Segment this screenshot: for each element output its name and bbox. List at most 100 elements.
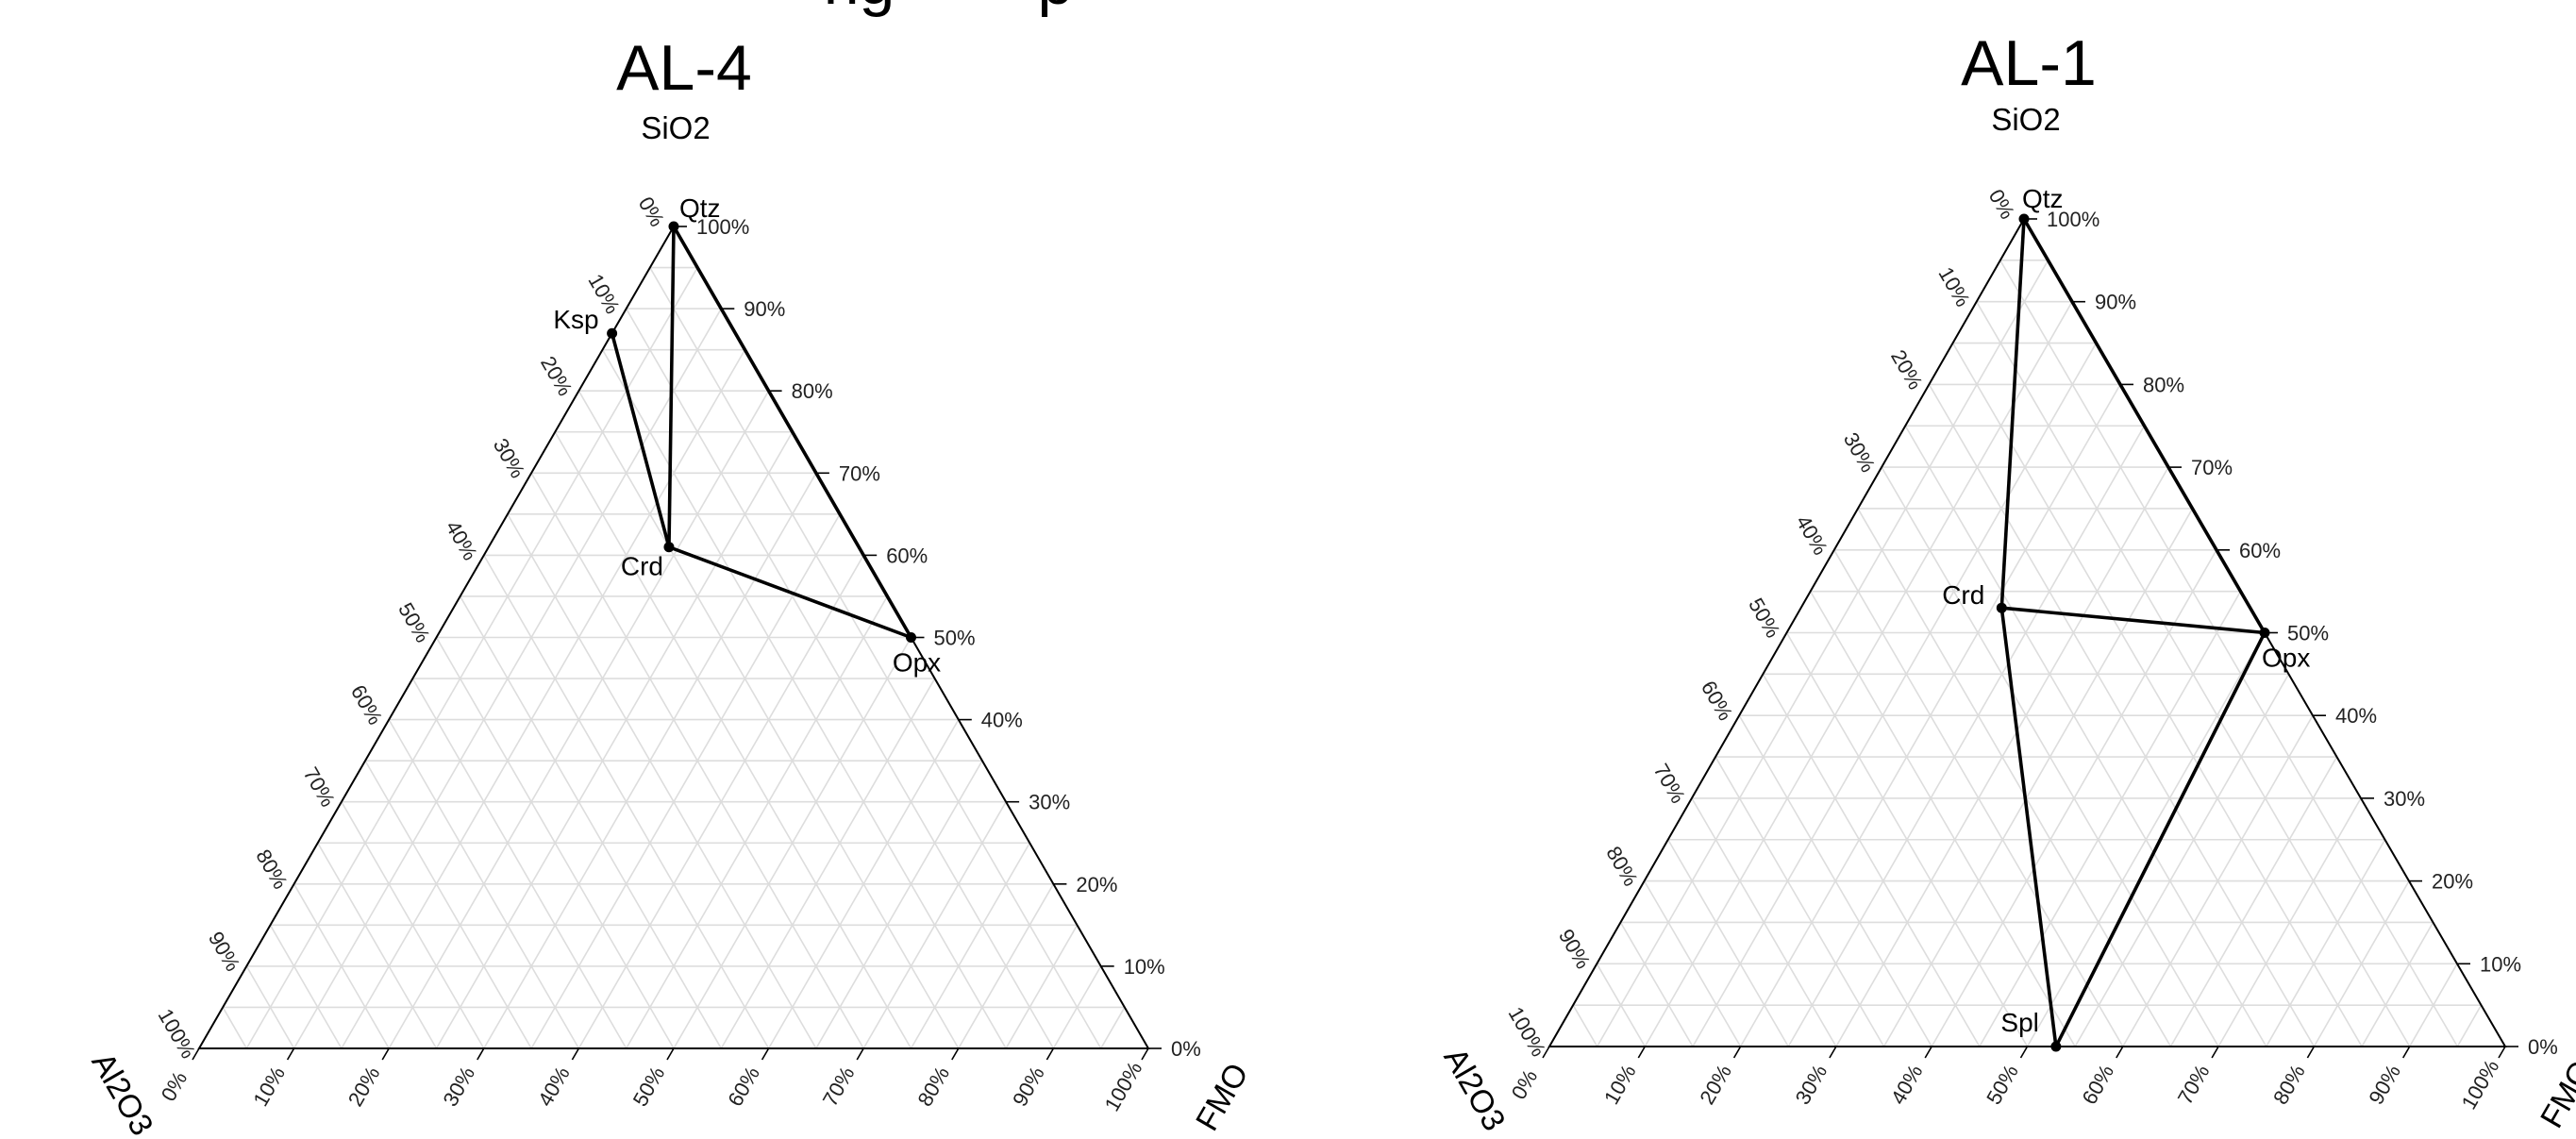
tick-label-bottom: 30% (1791, 1061, 1832, 1109)
tick-label-right: 90% (744, 297, 785, 321)
tick-label-bottom: 100% (1100, 1058, 1147, 1115)
tick-label-left: 80% (251, 846, 293, 894)
ternary-chart-al4: 0%10%20%30%40%50%60%70%80%90%100%0% 10% 20… (84, 32, 1255, 1139)
axis-label-right: FMO (2534, 1054, 2576, 1133)
tick-mark-bottom (2211, 1046, 2219, 1059)
grid-line (1809, 591, 2076, 1047)
tick-mark-bottom (2019, 1046, 2029, 1059)
point-label: Opx (893, 648, 941, 678)
grid-line (1904, 425, 2267, 1047)
grid-line (720, 678, 936, 1049)
data-point (668, 221, 679, 232)
tick-label-bottom: 40% (533, 1063, 575, 1111)
tick-label-right: 100% (2047, 208, 2099, 231)
grid-line (1691, 797, 1837, 1047)
tie-line (1999, 607, 2058, 1047)
tick-label-left: 70% (299, 763, 341, 812)
tick-label-left: 50% (1744, 594, 1785, 642)
grid-line (554, 431, 912, 1049)
grid-line (1762, 673, 1981, 1047)
tick-label-right: 30% (2384, 787, 2425, 811)
tick-label-bottom: 50% (628, 1063, 670, 1111)
grid-line (435, 431, 794, 1049)
tick-label-bottom: 90% (2364, 1061, 2405, 1109)
tick-label-left: 100% (1504, 1003, 1551, 1061)
grid-line (459, 595, 722, 1049)
tick-label-left: 90% (1554, 925, 1596, 973)
tick-mark-bottom (286, 1047, 295, 1061)
grid-line (245, 267, 698, 1049)
data-point (663, 542, 675, 553)
ternary-chart-al1: 0%10%20%30%40%50%60%70%80%90%100%0% 10% 20… (1436, 27, 2576, 1137)
axis-label-top: SiO2 (641, 110, 710, 145)
grid-line (388, 719, 580, 1049)
tick-mark-bottom (666, 1047, 675, 1061)
grid-line (1715, 756, 1885, 1047)
tick-label-left: 20% (1886, 345, 1928, 394)
tick-label-right: 30% (1029, 791, 1070, 814)
point-label: Ksp (553, 305, 598, 334)
grid-line (435, 637, 675, 1049)
grid-line (269, 924, 343, 1049)
tick-label-bottom: 20% (343, 1063, 385, 1111)
axis-label-left: Al2O3 (84, 1047, 159, 1139)
data-point (2018, 213, 2030, 225)
grid-line (2122, 714, 2314, 1047)
grid-line (1572, 1004, 1598, 1047)
tick-label-bottom: 70% (818, 1063, 860, 1111)
grid-line (1882, 508, 2194, 1047)
grid-line (2409, 963, 2458, 1047)
tick-label-right: 40% (2335, 704, 2377, 728)
grid-line (293, 883, 390, 1049)
tick-label-left: 10% (1933, 263, 1975, 311)
tick-label-right: 20% (1076, 873, 1117, 896)
tick-label-bottom: 0% (1507, 1065, 1543, 1103)
tick-label-right: 80% (792, 379, 833, 403)
chart-title: AL-1 (1961, 27, 2097, 99)
grid-line (507, 513, 817, 1049)
tie-line (668, 545, 912, 640)
grid-line (1005, 924, 1079, 1049)
tick-label-left: 100% (154, 1005, 201, 1063)
grid-line (317, 842, 438, 1049)
grid-line (1596, 963, 1646, 1047)
tick-label-left: 90% (204, 928, 245, 976)
grid-line (1619, 922, 1694, 1047)
grid-line (530, 513, 841, 1049)
tick-label-right: 0% (1171, 1037, 1201, 1061)
grid-line (222, 1007, 247, 1049)
tick-label-left: 0% (1984, 185, 2020, 223)
tick-mark-bottom (381, 1047, 390, 1061)
point-label: Qtz (679, 193, 721, 223)
tick-label-left: 50% (393, 598, 435, 646)
grid-line (341, 349, 746, 1049)
tick-label-left: 70% (1649, 760, 1691, 808)
tick-label-right: 50% (934, 627, 976, 650)
grid-line (2361, 922, 2434, 1047)
grid-line (2169, 756, 2338, 1047)
grid-line (767, 719, 960, 1049)
point-label: Crd (621, 552, 663, 581)
tick-label-right: 0% (2528, 1035, 2558, 1059)
grid-line (245, 965, 295, 1049)
grid-line (2456, 1004, 2483, 1047)
tick-mark-bottom (2306, 1046, 2316, 1059)
grid-line (341, 801, 485, 1049)
tick-label-right: 100% (696, 215, 749, 239)
tick-mark-bottom (192, 1047, 200, 1061)
tick-label-bottom: 80% (2268, 1061, 2310, 1109)
point-label: Qtz (2022, 184, 2064, 213)
tick-label-bottom: 40% (1886, 1061, 1928, 1109)
tie-line (667, 226, 676, 547)
grid-line (2217, 797, 2362, 1047)
tick-label-left: 40% (1791, 511, 1832, 560)
data-point (1996, 602, 2007, 613)
tick-mark-bottom (477, 1047, 485, 1061)
grid-line (1979, 591, 2242, 1047)
tick-label-left: 20% (536, 352, 577, 400)
tick-mark-bottom (2402, 1046, 2411, 1059)
tie-line (610, 332, 671, 548)
grid-line (2313, 880, 2410, 1047)
tick-label-left: 40% (441, 516, 482, 564)
tick-mark-bottom (2116, 1046, 2124, 1059)
